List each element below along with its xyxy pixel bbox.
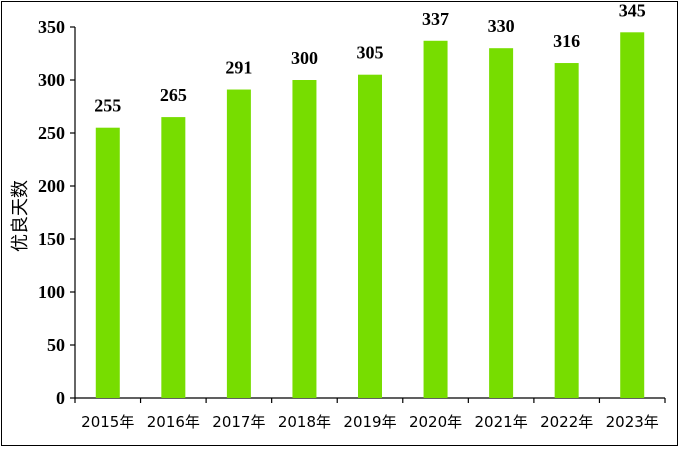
bar <box>554 63 579 398</box>
y-axis-title: 优良天数 <box>10 180 31 252</box>
data-label: 255 <box>94 96 121 116</box>
x-tick-label: 2020年 <box>409 413 462 431</box>
data-labels: 255 265 291 300 305 337 330 316 345 <box>94 0 645 115</box>
data-label: 305 <box>357 43 384 63</box>
data-label: 345 <box>619 0 646 20</box>
x-tick-label: 2018年 <box>278 413 331 431</box>
x-tick-label: 2021年 <box>475 413 528 431</box>
y-tick-label: 100 <box>38 282 65 302</box>
y-tick-label: 150 <box>38 229 65 249</box>
data-label: 330 <box>488 16 515 36</box>
bar <box>358 74 382 398</box>
y-tick-label: 200 <box>38 176 65 196</box>
y-tick-label: 50 <box>47 335 65 355</box>
y-tick-label: 300 <box>38 70 65 90</box>
axes: 0 50 100 150 200 250 300 350 2015年 2016年 2017年 2018… <box>38 17 666 431</box>
y-tick-label: 250 <box>38 123 65 143</box>
x-tick-label: 2015年 <box>81 413 134 431</box>
y-tick-label: 350 <box>38 17 65 37</box>
bar <box>161 117 186 398</box>
data-label: 291 <box>225 58 252 78</box>
bar <box>423 40 448 398</box>
data-label: 316 <box>553 31 580 51</box>
x-tick-label: 2022年 <box>540 413 593 431</box>
bar <box>620 32 645 399</box>
x-tick-label: 2023年 <box>606 413 659 431</box>
data-label: 337 <box>422 9 449 29</box>
data-label: 300 <box>291 48 318 68</box>
bar <box>292 80 317 398</box>
bars <box>95 32 645 399</box>
x-tick-label: 2019年 <box>343 413 396 431</box>
x-tick-label: 2016年 <box>147 413 200 431</box>
data-label: 265 <box>160 85 187 105</box>
bar <box>95 127 120 398</box>
bar <box>226 89 251 398</box>
y-tick-label: 0 <box>56 388 65 408</box>
bar <box>489 48 514 398</box>
x-tick-label: 2017年 <box>212 413 265 431</box>
